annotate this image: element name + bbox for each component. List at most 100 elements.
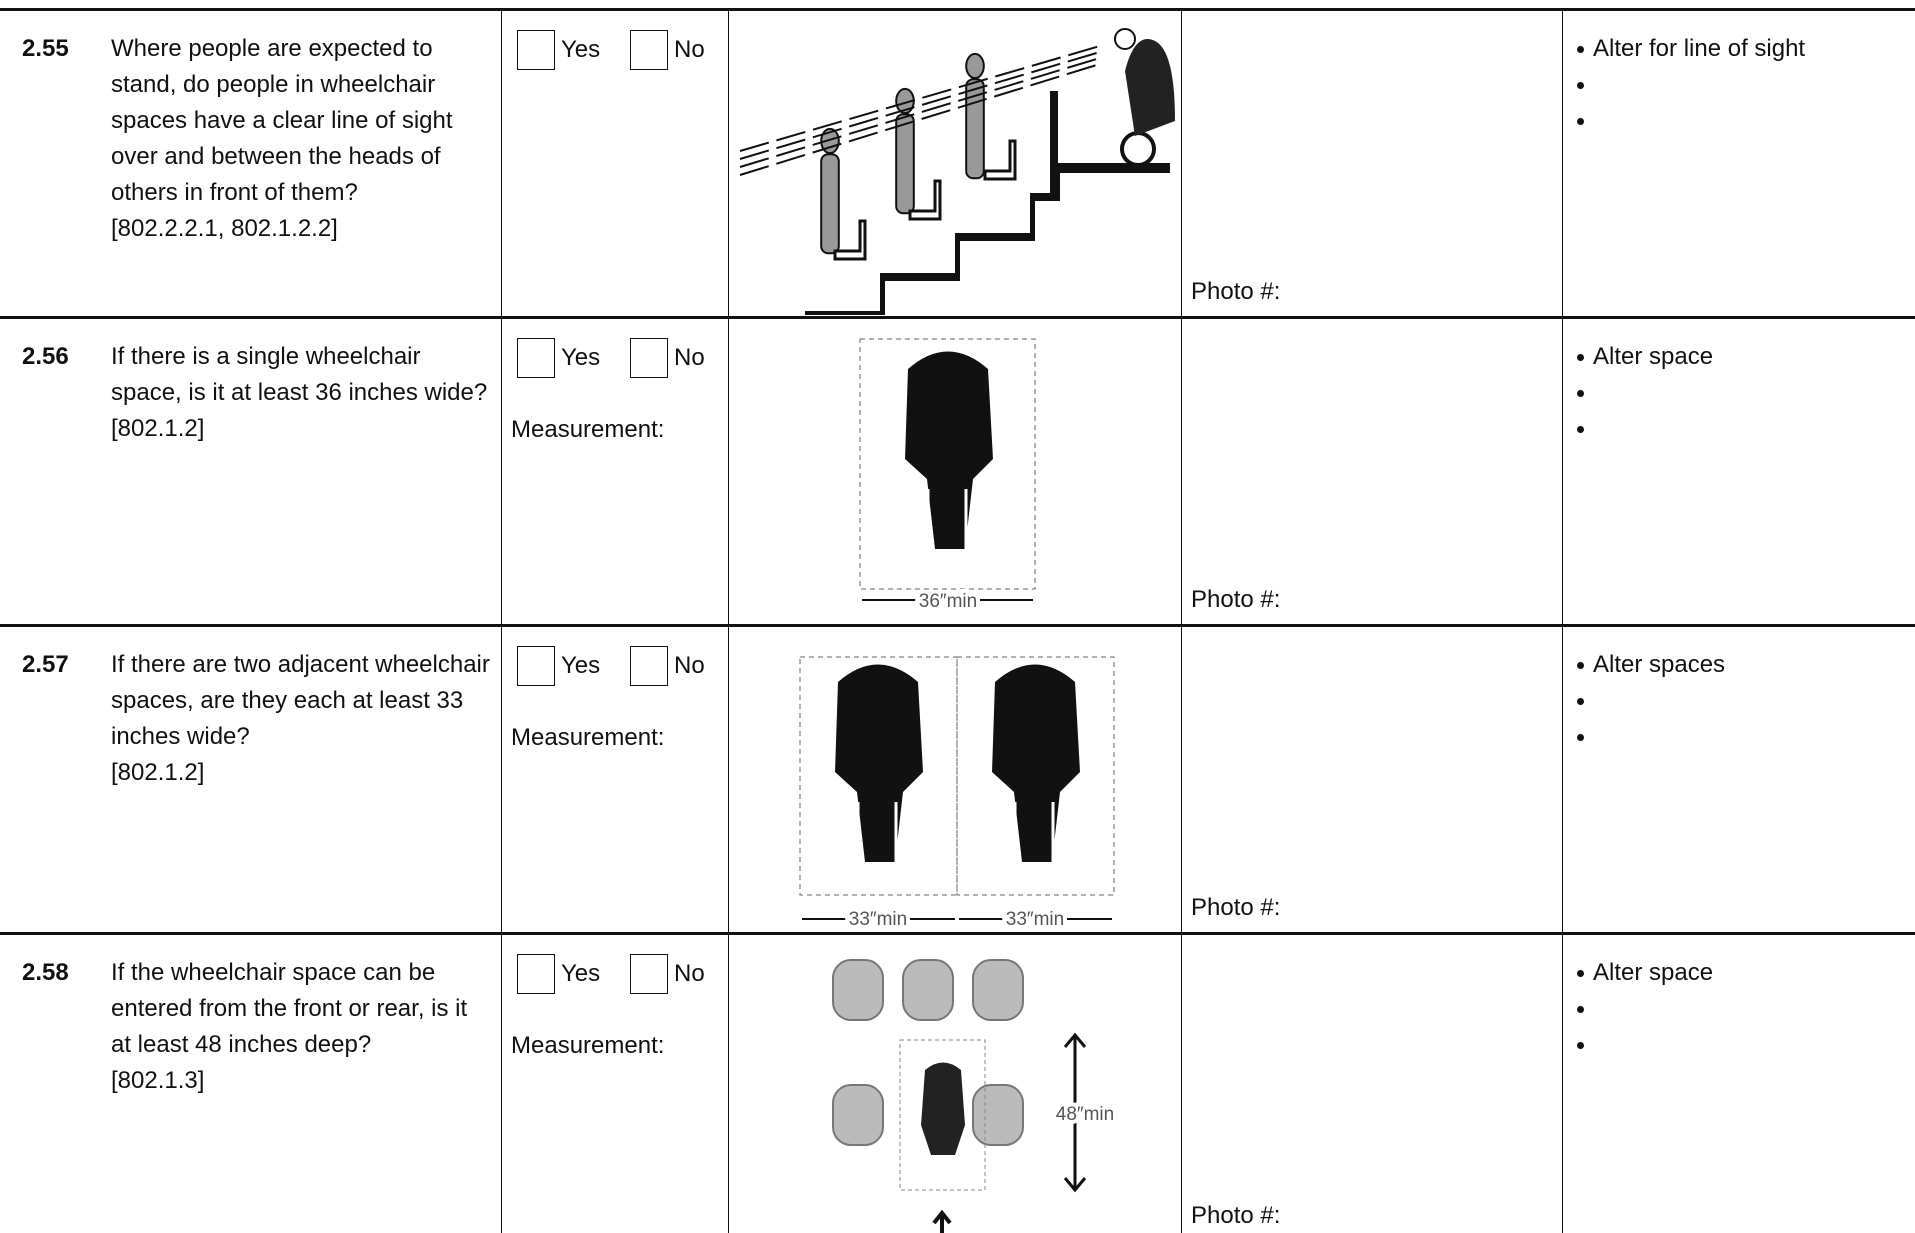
photo-label: Photo #:	[1191, 894, 1281, 921]
shape	[856, 802, 898, 862]
measurement-label: Measurement:	[511, 724, 665, 751]
shape	[972, 1084, 1024, 1146]
figure	[739, 28, 1175, 315]
action: Alter space	[1593, 343, 1714, 370]
shape	[820, 127, 840, 155]
column-divider	[1181, 8, 1182, 1233]
shape	[899, 1039, 986, 1191]
photo-label: Photo #:	[1191, 1202, 1281, 1229]
item-number: 2.56	[22, 343, 69, 370]
action: Alter spaces	[1593, 651, 1726, 678]
checkbox[interactable]	[630, 338, 668, 378]
bullet	[1577, 970, 1584, 977]
bullet	[1577, 698, 1584, 705]
checkbox-label: Yes	[561, 344, 601, 371]
row-border	[0, 624, 1915, 627]
shape	[805, 91, 1170, 315]
column-divider	[501, 8, 502, 1233]
checkbox[interactable]	[630, 30, 668, 70]
shape	[926, 489, 968, 549]
bullet	[1577, 734, 1584, 741]
shape	[799, 656, 958, 896]
shape	[932, 1209, 952, 1233]
item-number: 2.55	[22, 35, 69, 62]
dimension-label: 33″min	[849, 909, 907, 930]
shape	[820, 153, 840, 255]
figure: 48″min	[832, 959, 1118, 1233]
shape	[832, 1084, 884, 1146]
bullet	[1577, 354, 1584, 361]
checkbox-label: Yes	[561, 960, 601, 987]
measurement-label: Measurement:	[511, 416, 665, 443]
shape	[739, 45, 1101, 152]
bullet	[1577, 46, 1584, 53]
shape	[965, 52, 985, 80]
row-border	[0, 8, 1915, 11]
shape	[992, 664, 1080, 862]
checkbox[interactable]	[630, 646, 668, 686]
shape	[1013, 802, 1055, 862]
measurement-label: Measurement:	[511, 1032, 665, 1059]
checkbox[interactable]	[517, 30, 555, 70]
shape	[832, 959, 884, 1021]
dimension-label: 36″min	[919, 591, 977, 612]
shape	[1120, 131, 1156, 167]
shape	[902, 959, 954, 1021]
checkbox[interactable]	[517, 338, 555, 378]
checkbox-label: No	[674, 960, 705, 987]
row-border	[0, 932, 1915, 935]
row-border	[0, 316, 1915, 319]
reference: [802.1.3]	[111, 1067, 205, 1094]
bullet	[1577, 1006, 1584, 1013]
shape	[1114, 28, 1136, 50]
bullet	[1577, 82, 1584, 89]
shape	[833, 219, 867, 261]
column-divider	[1562, 8, 1563, 1233]
column-divider	[728, 8, 729, 1233]
checkbox-label: Yes	[561, 652, 601, 679]
action: Alter for line of sight	[1593, 35, 1806, 62]
shape	[972, 959, 1024, 1021]
checkbox[interactable]	[517, 954, 555, 994]
figure: 33″min 33″min	[799, 656, 1115, 932]
checkbox[interactable]	[630, 954, 668, 994]
question: If there is a single wheelchair space, i…	[111, 343, 488, 406]
shape	[908, 179, 942, 221]
question: If there are two adjacent wheelchair spa…	[111, 651, 490, 750]
checkbox[interactable]	[517, 646, 555, 686]
item-number: 2.58	[22, 959, 69, 986]
shape	[983, 139, 1017, 181]
photo-label: Photo #:	[1191, 278, 1281, 305]
checkbox-label: No	[674, 344, 705, 371]
bullet	[1577, 426, 1584, 433]
checkbox-label: No	[674, 36, 705, 63]
shape	[921, 1062, 965, 1155]
dimension-label: 33″min	[1006, 909, 1064, 930]
photo-label: Photo #:	[1191, 586, 1281, 613]
shape	[895, 113, 915, 215]
question: Where people are expected to stand, do p…	[111, 35, 453, 206]
question: If the wheelchair space can be entered f…	[111, 959, 468, 1058]
figure: 36″min	[859, 338, 1036, 616]
item-number: 2.57	[22, 651, 69, 678]
shape	[1125, 39, 1175, 136]
bullet	[1577, 118, 1584, 125]
bullet	[1577, 662, 1584, 669]
action: Alter space	[1593, 959, 1714, 986]
checkbox-label: No	[674, 652, 705, 679]
reference: [802.1.2]	[111, 415, 205, 442]
bullet	[1577, 1042, 1584, 1049]
shape	[835, 664, 923, 862]
dimension-label: 48″min	[1056, 1104, 1114, 1125]
shape	[905, 351, 993, 549]
shape	[956, 656, 1115, 896]
shape	[859, 338, 1036, 590]
bullet	[1577, 390, 1584, 397]
shape	[739, 51, 1101, 160]
checkbox-label: Yes	[561, 36, 601, 63]
reference: [802.2.2.1, 802.1.2.2]	[111, 215, 338, 242]
reference: [802.1.2]	[111, 759, 205, 786]
shape	[739, 57, 1101, 168]
shape	[739, 63, 1101, 176]
